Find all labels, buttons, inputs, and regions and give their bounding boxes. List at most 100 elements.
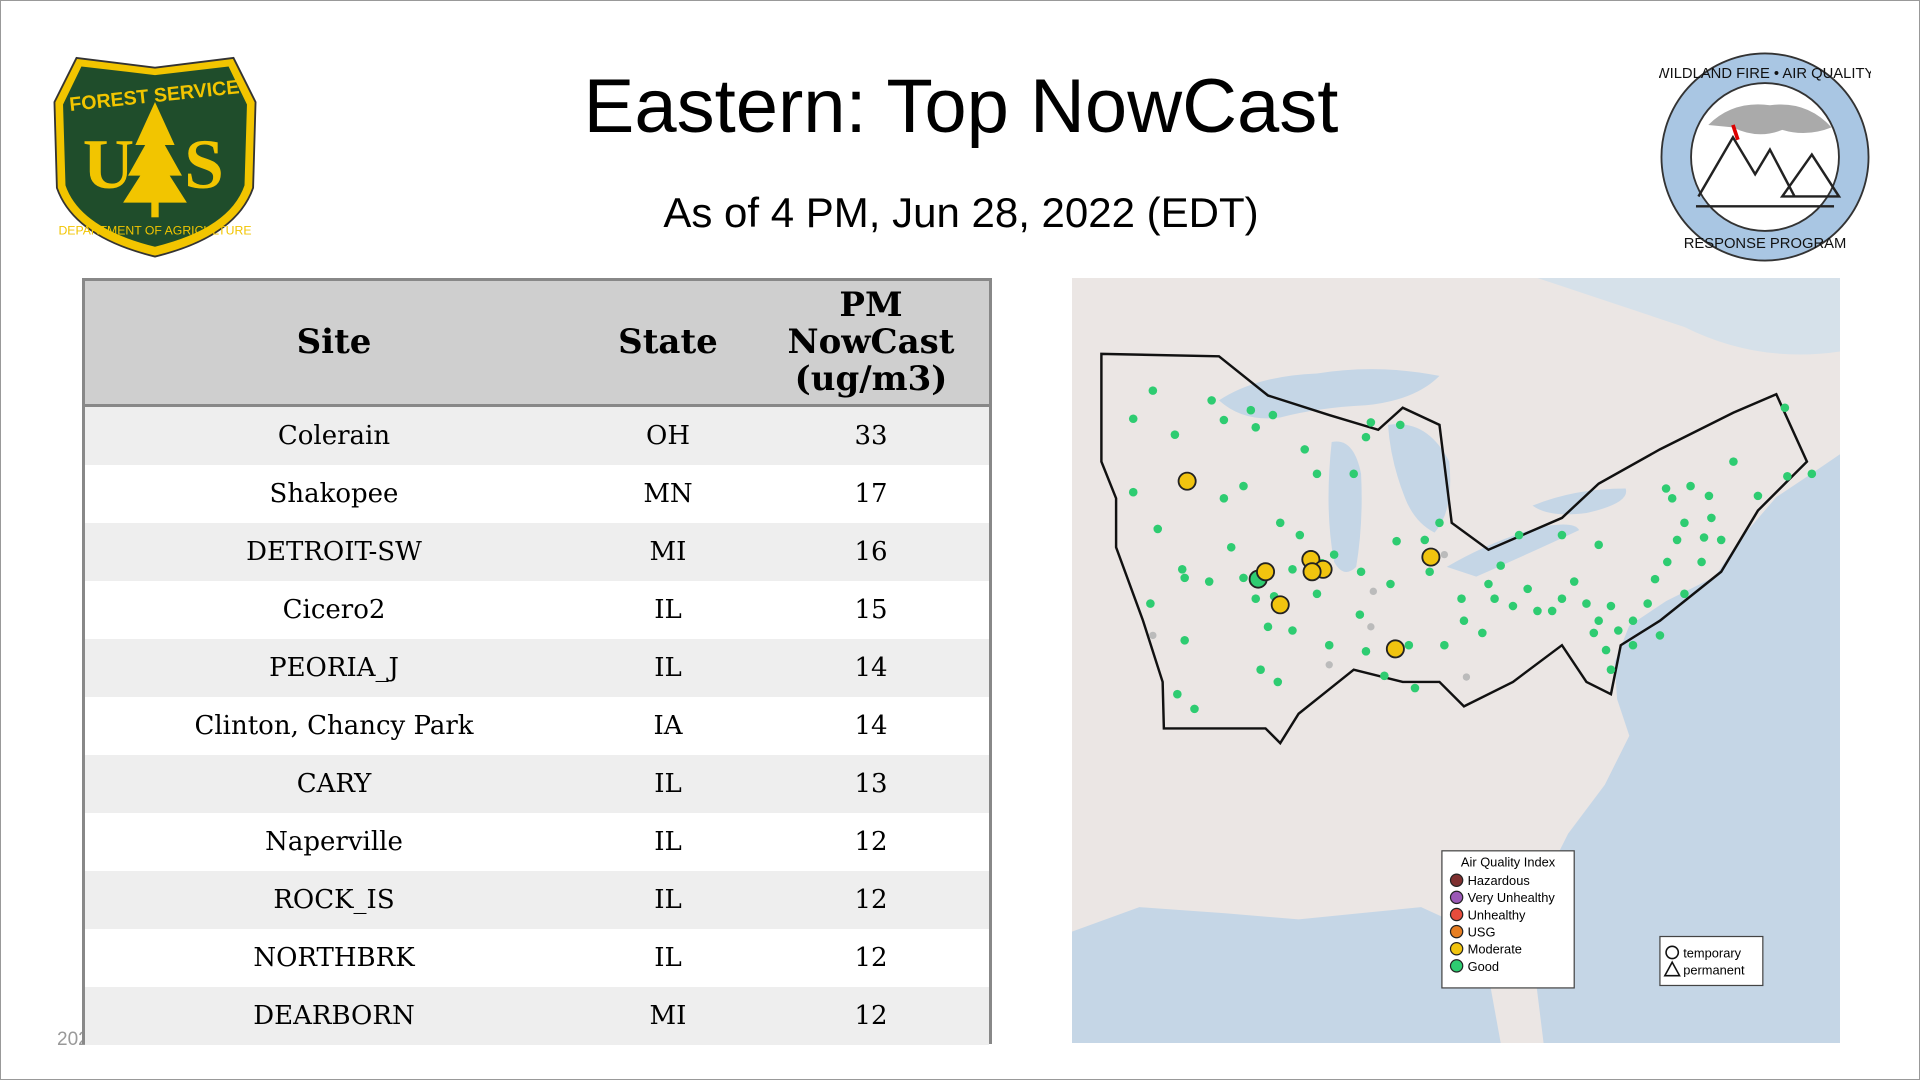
site-marker-good[interactable]	[1514, 530, 1524, 540]
site-marker-good[interactable]	[1628, 640, 1638, 650]
site-marker-good[interactable]	[1606, 665, 1616, 674]
site-marker-good[interactable]	[1661, 484, 1671, 493]
site-marker-good[interactable]	[1361, 432, 1371, 442]
site-marker-good[interactable]	[1239, 573, 1248, 583]
site-marker-inactive[interactable]	[1367, 623, 1375, 631]
site-marker-good[interactable]	[1180, 636, 1189, 645]
site-marker-good[interactable]	[1523, 584, 1532, 594]
site-marker-good[interactable]	[1478, 628, 1487, 638]
site-marker-good[interactable]	[1490, 594, 1499, 603]
site-marker-good[interactable]	[1246, 405, 1256, 415]
site-marker-good[interactable]	[1239, 481, 1248, 491]
site-marker-good[interactable]	[1704, 491, 1714, 501]
site-marker-good[interactable]	[1219, 494, 1229, 503]
site-marker-good[interactable]	[1128, 487, 1138, 497]
site-marker-good[interactable]	[1361, 647, 1371, 656]
site-marker-good[interactable]	[1807, 469, 1817, 479]
site-marker-good[interactable]	[1667, 494, 1677, 503]
site-marker-moderate[interactable]	[1302, 562, 1322, 582]
site-marker-moderate[interactable]	[1256, 562, 1276, 582]
site-marker-good[interactable]	[1672, 535, 1682, 545]
site-marker-good[interactable]	[1312, 589, 1322, 599]
site-marker-good[interactable]	[1128, 414, 1138, 424]
site-marker-good[interactable]	[1628, 616, 1638, 626]
site-marker-good[interactable]	[1288, 565, 1297, 574]
site-marker-moderate[interactable]	[1385, 639, 1405, 659]
site-marker-inactive[interactable]	[1462, 673, 1471, 681]
site-marker-good[interactable]	[1180, 573, 1189, 583]
site-marker-good[interactable]	[1716, 535, 1726, 545]
site-marker-good[interactable]	[1251, 594, 1261, 603]
site-marker-good[interactable]	[1557, 594, 1567, 603]
site-marker-good[interactable]	[1680, 518, 1689, 528]
site-marker-good[interactable]	[1410, 683, 1420, 693]
site-marker-good[interactable]	[1204, 577, 1214, 586]
site-marker-inactive[interactable]	[1325, 661, 1333, 669]
site-marker-good[interactable]	[1582, 599, 1591, 608]
site-marker-good[interactable]	[1557, 530, 1567, 540]
site-marker-good[interactable]	[1251, 423, 1261, 432]
site-marker-good[interactable]	[1435, 518, 1444, 528]
site-marker-good[interactable]	[1783, 472, 1792, 481]
site-marker-good[interactable]	[1329, 550, 1339, 559]
site-marker-moderate[interactable]	[1421, 547, 1441, 567]
site-marker-good[interactable]	[1459, 616, 1469, 626]
site-marker-good[interactable]	[1440, 640, 1449, 650]
site-marker-inactive[interactable]	[1149, 631, 1157, 640]
site-marker-good[interactable]	[1753, 491, 1763, 501]
site-marker-good[interactable]	[1366, 418, 1376, 427]
site-marker-moderate[interactable]	[1177, 471, 1197, 491]
site-marker-good[interactable]	[1177, 565, 1187, 574]
site-marker-good[interactable]	[1263, 622, 1273, 632]
site-marker-good[interactable]	[1496, 561, 1505, 570]
site-marker-good[interactable]	[1380, 671, 1389, 681]
site-marker-good[interactable]	[1324, 640, 1334, 650]
site-marker-good[interactable]	[1420, 535, 1430, 545]
site-marker-good[interactable]	[1190, 704, 1199, 714]
site-marker-good[interactable]	[1349, 469, 1359, 479]
site-marker-good[interactable]	[1643, 599, 1652, 608]
site-marker-good[interactable]	[1148, 386, 1158, 395]
site-marker-good[interactable]	[1404, 640, 1414, 650]
site-marker-good[interactable]	[1256, 665, 1265, 674]
site-marker-good[interactable]	[1680, 589, 1689, 599]
site-marker-good[interactable]	[1170, 430, 1180, 439]
site-marker-good[interactable]	[1614, 626, 1623, 635]
site-marker-good[interactable]	[1650, 574, 1660, 584]
site-marker-good[interactable]	[1173, 689, 1182, 699]
site-marker-good[interactable]	[1594, 540, 1603, 550]
site-marker-good[interactable]	[1153, 524, 1163, 534]
site-marker-good[interactable]	[1484, 579, 1493, 589]
site-marker-good[interactable]	[1300, 445, 1310, 454]
site-marker-good[interactable]	[1146, 599, 1155, 608]
site-marker-good[interactable]	[1457, 594, 1466, 603]
site-marker-good[interactable]	[1533, 606, 1542, 616]
site-marker-good[interactable]	[1226, 542, 1236, 552]
site-marker-good[interactable]	[1386, 579, 1395, 589]
site-marker-inactive[interactable]	[1440, 550, 1449, 559]
site-marker-good[interactable]	[1606, 601, 1616, 611]
site-marker-good[interactable]	[1355, 610, 1365, 619]
site-marker-good[interactable]	[1508, 601, 1518, 611]
site-marker-good[interactable]	[1594, 616, 1603, 626]
site-marker-good[interactable]	[1601, 645, 1611, 655]
site-marker-good[interactable]	[1392, 536, 1401, 546]
site-marker-good[interactable]	[1707, 513, 1716, 523]
site-marker-good[interactable]	[1273, 677, 1283, 687]
site-marker-good[interactable]	[1663, 557, 1672, 567]
site-marker-good[interactable]	[1699, 533, 1709, 542]
site-marker-good[interactable]	[1356, 567, 1366, 577]
site-marker-good[interactable]	[1295, 530, 1305, 540]
site-marker-good[interactable]	[1312, 469, 1322, 479]
site-marker-good[interactable]	[1288, 626, 1297, 635]
site-marker-good[interactable]	[1569, 577, 1579, 586]
site-marker-good[interactable]	[1547, 606, 1557, 616]
site-marker-good[interactable]	[1729, 457, 1738, 466]
site-marker-moderate[interactable]	[1270, 595, 1290, 615]
site-marker-good[interactable]	[1268, 410, 1278, 420]
site-marker-good[interactable]	[1686, 481, 1695, 491]
site-marker-good[interactable]	[1655, 631, 1665, 640]
site-marker-good[interactable]	[1275, 518, 1285, 528]
site-marker-good[interactable]	[1425, 567, 1434, 577]
site-marker-good[interactable]	[1780, 403, 1790, 413]
